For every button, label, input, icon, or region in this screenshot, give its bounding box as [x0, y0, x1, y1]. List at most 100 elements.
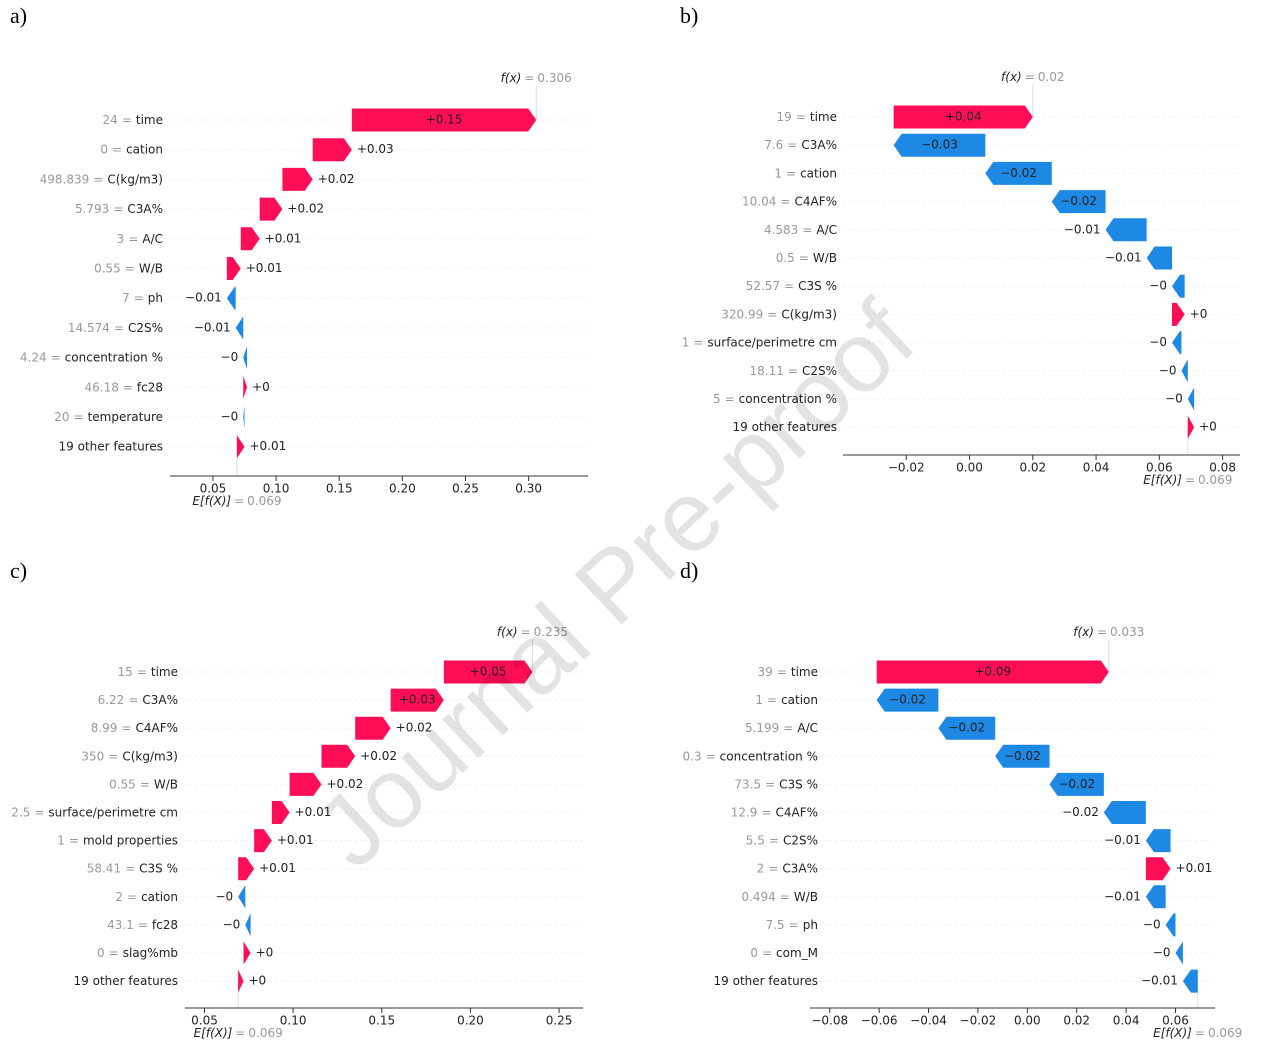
feature-value: 0.3	[683, 749, 702, 763]
feature-label: 58.41 = C3S %	[87, 861, 178, 875]
feature-eq: =	[69, 833, 79, 847]
feature-label: 0 = com_M	[750, 946, 818, 960]
fx-eq: =	[1097, 625, 1107, 639]
contribution-bar	[1171, 302, 1185, 326]
value-label: +0.03	[357, 142, 394, 156]
contribution-bar	[226, 257, 241, 280]
value-label: +0.03	[399, 693, 436, 707]
feature-eq: =	[762, 946, 772, 960]
feature-eq: =	[93, 172, 103, 186]
feature-name: ph	[803, 917, 818, 931]
feature-eq: =	[108, 749, 118, 763]
expected-eq: =	[235, 1026, 245, 1040]
feature-label: 0.3 = concentration %	[683, 749, 818, 763]
watermark: Journal Pre-proof	[294, 280, 936, 889]
feature-label: 0.55 = W/B	[109, 777, 178, 791]
contribution-bar	[243, 375, 248, 399]
contribution-bar	[893, 105, 1033, 129]
value-label: +0.01	[1176, 861, 1213, 875]
contribution-bar	[1145, 885, 1166, 909]
feature-name: cation	[126, 142, 163, 156]
fx-value: 0.235	[534, 625, 568, 639]
contribution-bar	[282, 167, 313, 191]
value-label: −0.01	[1104, 889, 1141, 903]
fx-label: f(x) = 0.306	[501, 71, 572, 85]
contribution-bar	[876, 688, 939, 712]
contribution-bar	[240, 227, 260, 251]
x-tick-label: 0.15	[326, 482, 353, 496]
x-tick-label: 0.20	[389, 482, 416, 496]
panel-label: b)	[680, 3, 698, 28]
feature-name: W/B	[154, 777, 178, 791]
feature-eq: =	[765, 777, 775, 791]
feature-eq: =	[128, 693, 138, 707]
feature-value: 1	[57, 833, 65, 847]
value-label: +0.02	[287, 202, 324, 216]
value-label: +0.04	[945, 110, 982, 124]
feature-name: 19 other features	[74, 974, 178, 988]
feature-eq: =	[74, 410, 84, 424]
fx-label: f(x) = 0.033	[1073, 625, 1144, 639]
feature-name: A/C	[142, 231, 163, 245]
feature-label: 18.11 = C2S%	[750, 363, 837, 377]
x-tick-label: 0.02	[1019, 461, 1046, 475]
feature-label: 5.5 = C2S%	[746, 833, 818, 847]
feature-value: 4.583	[764, 222, 798, 236]
feature-label: 43.1 = fc28	[107, 917, 178, 931]
contribution-bar	[236, 435, 245, 459]
expected-label: E[f(X)] = 0.069	[194, 1026, 283, 1040]
feature-eq: =	[761, 805, 771, 819]
feature-label: 0.5 = W/B	[776, 251, 837, 265]
contribution-bar	[876, 660, 1109, 684]
value-label: −0.02	[1058, 777, 1095, 791]
x-tick-label: 0.00	[1014, 1014, 1041, 1028]
feature-value: 0.55	[94, 261, 121, 275]
expected-name: E[f(X)]	[192, 494, 231, 508]
feature-label: 0.55 = W/B	[94, 261, 163, 275]
x-tick-label: −0.02	[960, 1014, 997, 1028]
feature-label: 19 other features	[59, 439, 163, 453]
feature-value: 7.6	[764, 138, 783, 152]
feature-name: 19 other features	[59, 439, 163, 453]
contribution-bar	[238, 857, 255, 881]
feature-eq: =	[767, 693, 777, 707]
feature-label: 5.793 = C3A%	[75, 202, 163, 216]
feature-eq: =	[789, 917, 799, 931]
x-tick-label: 0.06	[1146, 461, 1173, 475]
feature-eq: =	[51, 350, 61, 364]
feature-label: 4.583 = A/C	[764, 222, 837, 236]
feature-value: 2.5	[11, 805, 30, 819]
value-label: −0	[1149, 335, 1167, 349]
contribution-bar	[995, 744, 1050, 768]
value-label: −0.01	[1105, 251, 1142, 265]
value-label: +0.01	[295, 805, 332, 819]
feature-name: slag%mb	[123, 946, 178, 960]
fx-value: 0.033	[1110, 625, 1144, 639]
contribution-bar	[938, 716, 996, 740]
feature-name: C4AF%	[775, 805, 818, 819]
feature-label: 1 = surface/perimetre cm	[682, 335, 837, 349]
feature-label: 10.04 = C4AF%	[742, 194, 837, 208]
feature-label: 498.839 = C(kg/m3)	[40, 172, 163, 186]
feature-label: 19 = time	[777, 110, 837, 124]
contribution-bar	[226, 286, 236, 310]
value-label: −0.01	[1141, 974, 1178, 988]
contribution-bar	[1187, 387, 1195, 411]
contribution-bar	[1182, 969, 1198, 993]
feature-value: 24	[103, 113, 118, 127]
feature-eq: =	[112, 142, 122, 156]
feature-eq: =	[783, 721, 793, 735]
feature-value: 5.5	[746, 833, 765, 847]
contribution-bar	[1103, 801, 1146, 824]
x-tick-label: 0.05	[191, 1014, 218, 1028]
feature-label: 12.9 = C4AF%	[731, 805, 818, 819]
value-label: −0.02	[1062, 805, 1099, 819]
feature-label: 320.99 = C(kg/m3)	[721, 307, 837, 321]
waterfall-chart: b)−0.02 0.00 0.02 0.04 0.06 0.08f(x) = 0.02E[f(…	[680, 3, 1240, 487]
feature-name: A/C	[816, 222, 837, 236]
value-label: −0	[221, 350, 239, 364]
contribution-bar	[1146, 246, 1172, 270]
value-label: −0	[1143, 917, 1161, 931]
feature-value: 0.494	[741, 889, 775, 903]
value-label: −0.01	[1104, 833, 1141, 847]
